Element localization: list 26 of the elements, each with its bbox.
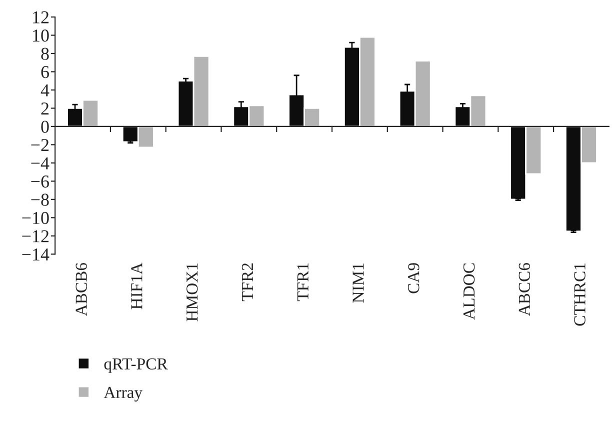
x-tick-label: TFR1 <box>297 263 308 302</box>
x-tick-label: CA9 <box>408 263 420 294</box>
x-tick-label: HIF1A <box>131 262 142 310</box>
y-tick-label: 6 <box>41 66 49 78</box>
y-tick-label: 8 <box>41 48 49 60</box>
y-tick-label: −12 <box>22 230 49 242</box>
x-tick-label: ABCC6 <box>518 262 530 316</box>
y-tick-label: −4 <box>31 157 50 170</box>
y-tick-label: 4 <box>40 84 50 96</box>
x-tick-label: HMOX1 <box>186 263 198 322</box>
x-tick-label: ABCB6 <box>76 262 87 316</box>
y-tick-label: −2 <box>31 139 49 151</box>
legend-label: qRT-PCR <box>104 358 168 373</box>
legend-label: Array <box>104 386 142 402</box>
y-tick-label: 2 <box>41 102 49 114</box>
x-tick-label: ALDOC <box>463 263 475 320</box>
y-tick-label: 10 <box>33 30 49 42</box>
y-tick-label: −8 <box>31 194 49 206</box>
y-tick-label: 12 <box>33 11 49 24</box>
x-tick-label: TFR2 <box>242 263 253 302</box>
y-tick-label: −14 <box>22 248 50 260</box>
y-tick-label: −6 <box>31 175 49 188</box>
y-tick-label: 0 <box>41 120 49 133</box>
x-tick-label: CTHRC1 <box>574 263 586 326</box>
x-tick-label: NIM1 <box>352 263 364 303</box>
y-tick-label: −10 <box>22 212 49 224</box>
